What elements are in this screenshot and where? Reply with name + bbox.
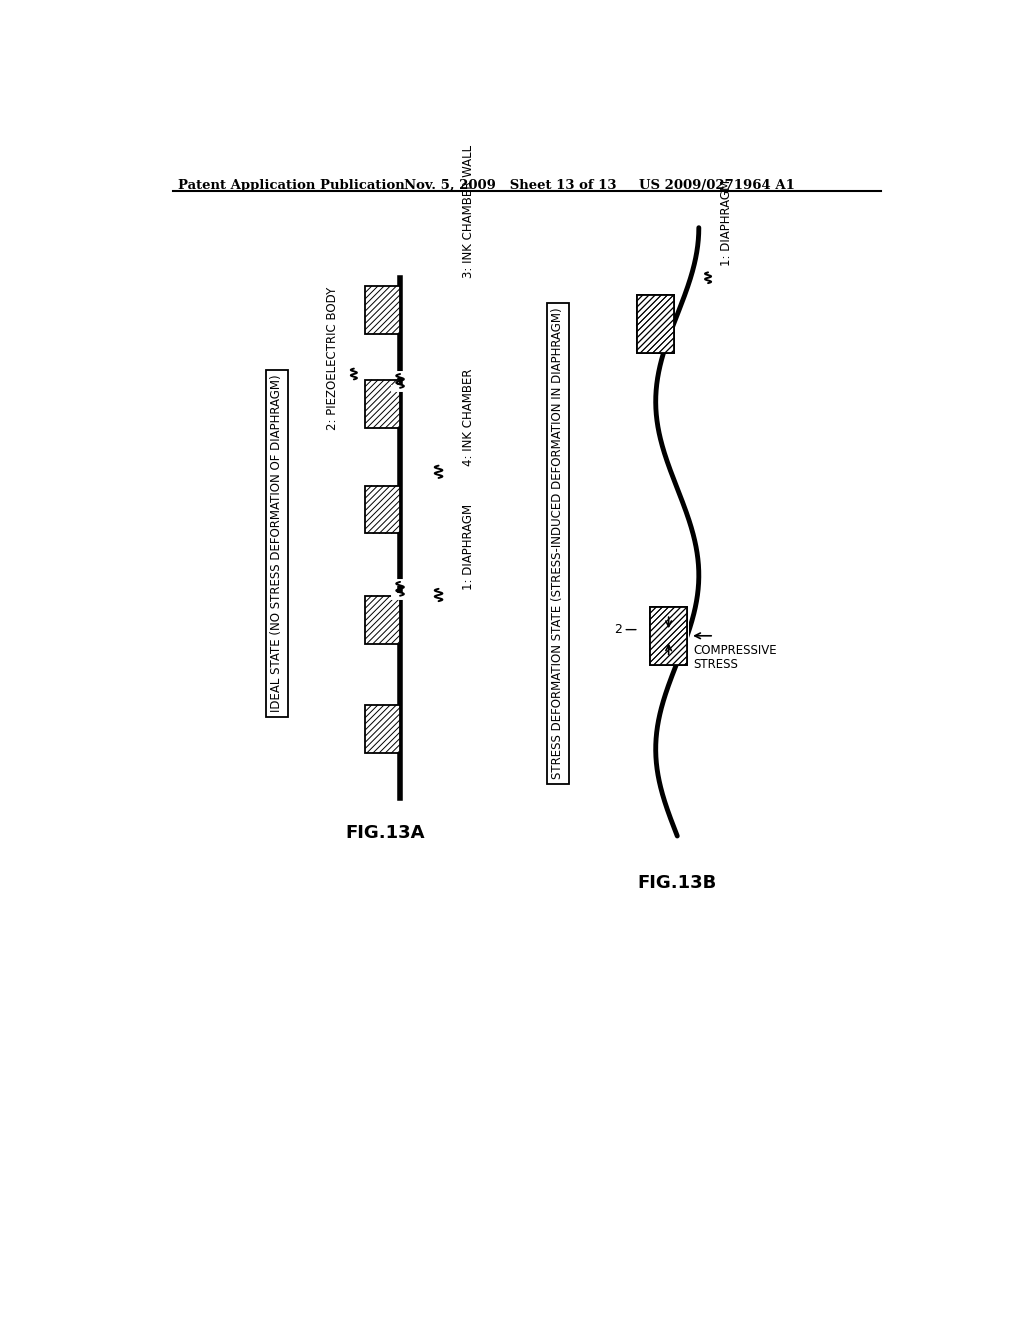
Text: 4: INK CHAMBER: 4: INK CHAMBER: [462, 368, 475, 466]
Bar: [635, 296, 675, 352]
Bar: [637, 296, 674, 352]
Bar: [366, 486, 400, 533]
Bar: [366, 380, 400, 428]
Bar: [650, 607, 687, 665]
Text: FIG.13A: FIG.13A: [345, 825, 424, 842]
Text: 1: DIAPHRAGM: 1: DIAPHRAGM: [462, 503, 475, 590]
Text: STRESS DEFORMATION STATE (STRESS-INDUCED DEFORMATION IN DIAPHRAGM): STRESS DEFORMATION STATE (STRESS-INDUCED…: [551, 308, 564, 779]
Text: 1: DIAPHRAGM: 1: DIAPHRAGM: [720, 180, 732, 267]
Text: 3: INK CHAMBER WALL: 3: INK CHAMBER WALL: [462, 145, 475, 277]
Text: US 2009/0271964 A1: US 2009/0271964 A1: [639, 180, 795, 193]
Text: 2: PIEZOELECTRIC BODY: 2: PIEZOELECTRIC BODY: [326, 286, 339, 430]
Text: 2: 2: [614, 623, 622, 636]
Bar: [366, 705, 400, 752]
Text: Nov. 5, 2009   Sheet 13 of 13: Nov. 5, 2009 Sheet 13 of 13: [403, 180, 616, 193]
Bar: [648, 607, 689, 665]
Text: COMPRESSIVE
STRESS: COMPRESSIVE STRESS: [693, 644, 777, 672]
Bar: [366, 286, 400, 334]
Text: FIG.13B: FIG.13B: [638, 875, 717, 892]
Bar: [637, 296, 674, 352]
Text: IDEAL STATE (NO STRESS DEFORMATION OF DIAPHRAGM): IDEAL STATE (NO STRESS DEFORMATION OF DI…: [270, 375, 284, 713]
Text: Patent Application Publication: Patent Application Publication: [178, 180, 406, 193]
Bar: [366, 595, 400, 644]
Bar: [650, 607, 687, 665]
